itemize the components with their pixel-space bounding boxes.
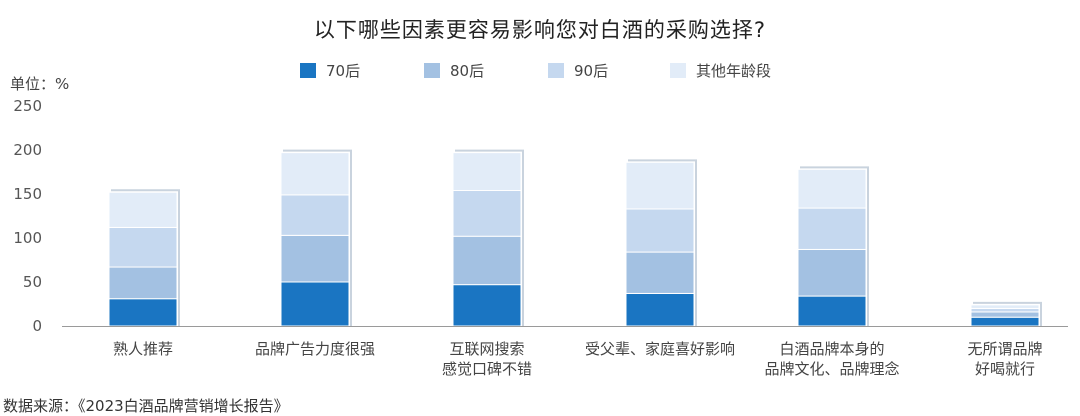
- bar-segment: [970, 304, 1040, 309]
- legend-item-80s: 80后: [424, 60, 484, 80]
- legend-label: 80后: [450, 61, 485, 80]
- y-tick-label: 100: [13, 229, 42, 247]
- bar-shadow-edge: [800, 166, 869, 326]
- y-tick-label: 50: [23, 273, 42, 291]
- bar-segment: [280, 234, 350, 283]
- legend-item-90s: 90后: [548, 60, 608, 80]
- bar-segment: [452, 189, 522, 237]
- y-tick-label: 200: [13, 141, 42, 159]
- bar-segment: [108, 191, 178, 228]
- bar-segment: [625, 251, 695, 294]
- bar-shadow-edge: [628, 159, 697, 326]
- bar-segment: [280, 152, 350, 196]
- bar-segment: [280, 194, 350, 236]
- bar-segment: [970, 316, 1040, 327]
- unit-label: 单位：%: [10, 75, 70, 93]
- legend-swatch: [300, 62, 316, 78]
- bar-segment: [797, 168, 867, 209]
- x-category-label: 熟人推荐: [113, 340, 173, 358]
- bar-segment: [452, 235, 522, 286]
- bar-segment: [625, 208, 695, 253]
- x-category-label: 好喝就行: [975, 360, 1035, 378]
- bar-shadow-edge: [283, 149, 352, 326]
- legend-label: 70后: [326, 61, 361, 80]
- x-category-label: 白酒品牌本身的: [779, 340, 884, 358]
- chart-title: 以下哪些因素更容易影响您对白酒的采购选择?: [313, 18, 767, 42]
- y-tick-label: 0: [32, 317, 42, 335]
- legend-swatch: [548, 62, 564, 78]
- bar-segment: [108, 266, 178, 300]
- bar-segment: [970, 311, 1040, 318]
- y-tick-label: 150: [13, 185, 42, 203]
- bar-segment: [625, 292, 695, 327]
- bar-segment: [797, 207, 867, 250]
- x-category-label: 无所谓品牌: [967, 340, 1042, 358]
- source-note: 数据来源：《2023白酒品牌营销增长报告》: [3, 397, 289, 415]
- bar-shadow-edge: [111, 189, 180, 326]
- bar-segment: [108, 226, 178, 268]
- bar-segment: [280, 281, 350, 327]
- bar-segment: [108, 298, 178, 327]
- bar-shadow-edge: [455, 149, 524, 326]
- legend-swatch: [424, 62, 440, 78]
- x-category-label: 品牌文化、品牌理念: [764, 360, 899, 378]
- x-category-label: 受父辈、家庭喜好影响: [585, 340, 735, 358]
- legend-swatch: [670, 62, 686, 78]
- bar-segment: [970, 307, 1040, 313]
- x-category-label: 品牌广告力度很强: [255, 340, 375, 358]
- bar-segment: [452, 284, 522, 327]
- legend-label: 90后: [574, 61, 609, 80]
- x-category-label: 互联网搜索: [449, 340, 524, 358]
- legend-item-70s: 70后: [300, 60, 360, 80]
- x-category-label: 感觉口碑不错: [442, 360, 532, 378]
- bar-segment: [452, 152, 522, 191]
- legend-label: 其他年龄段: [696, 61, 772, 80]
- y-tick-label: 250: [13, 97, 42, 115]
- bar-shadow-edge: [973, 301, 1042, 326]
- bar-segment: [625, 161, 695, 210]
- bar-segment: [797, 295, 867, 327]
- legend-item-other: 其他年龄段: [670, 60, 771, 80]
- bar-segment: [797, 248, 867, 297]
